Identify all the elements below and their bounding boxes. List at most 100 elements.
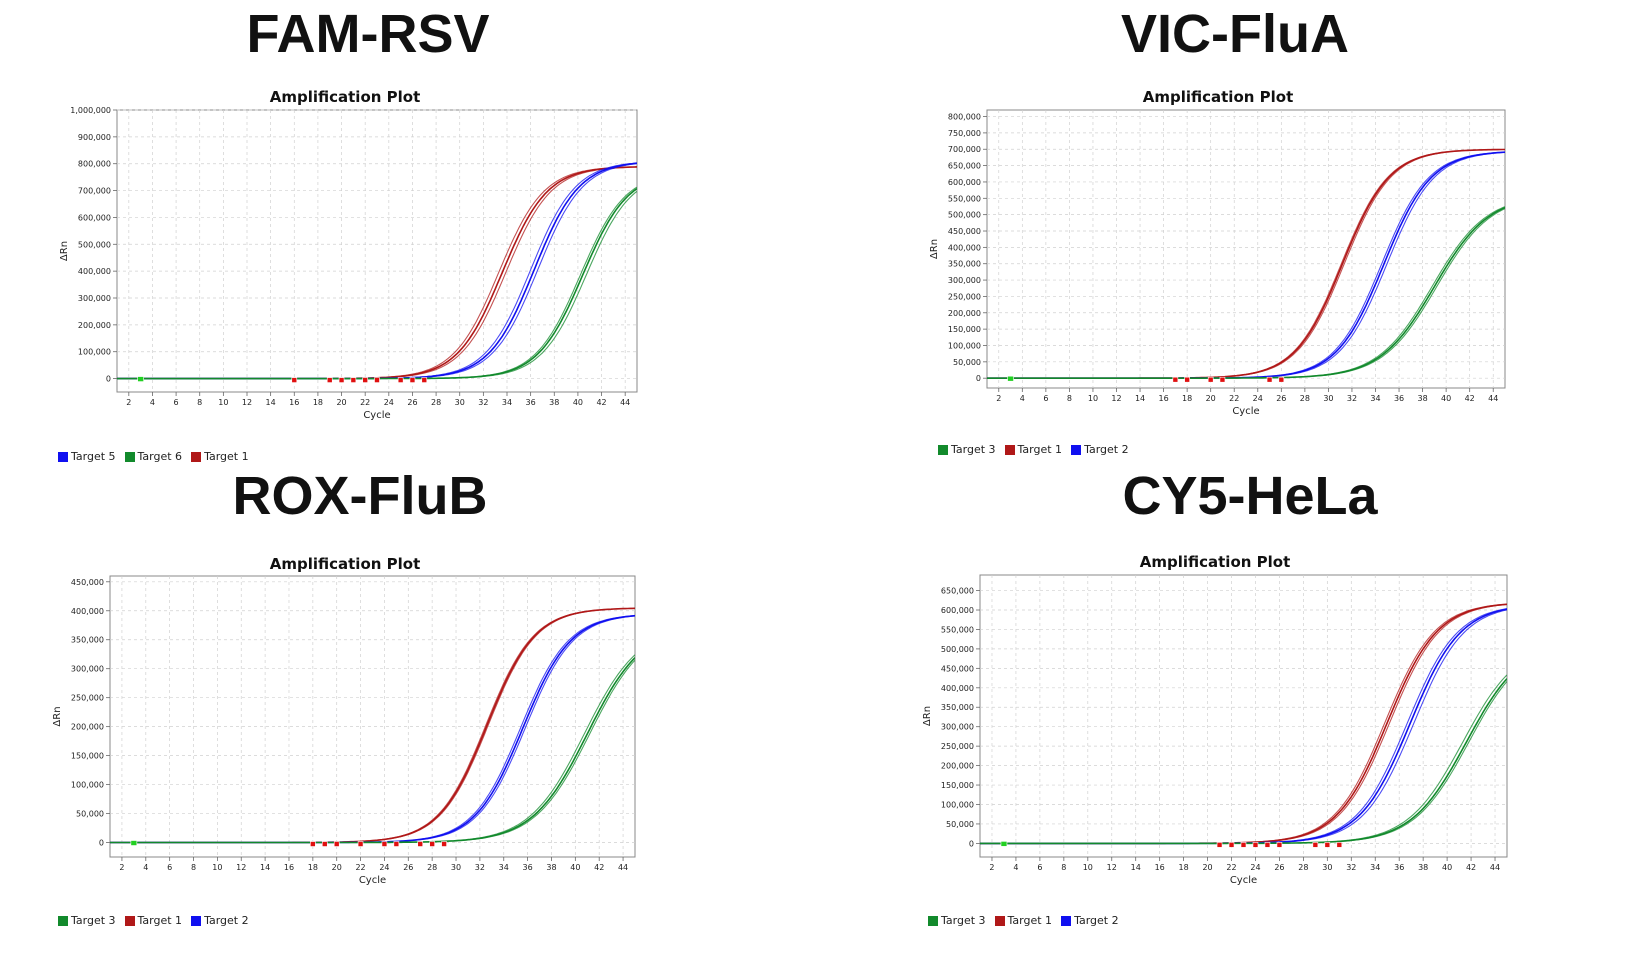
panel-title-fam-rsv: FAM-RSV [246, 4, 490, 64]
legend: Target 3 Target 1 Target 2 [928, 914, 1119, 927]
amplification-plot-fam-rsv: 2 4 6 8 10 12 14 16 18 20 22 24 26 28 30 32 34 36 38 40 42 44… [59, 106, 638, 421]
x-tick-label: 16 [1158, 394, 1168, 403]
x-tick-label: 42 [1466, 863, 1476, 872]
threshold-marker [350, 377, 357, 383]
plot-frame [116, 109, 638, 393]
x-tick-label: 44 [1488, 394, 1498, 403]
threshold-marker [1278, 376, 1285, 383]
threshold-marker [1336, 842, 1343, 848]
x-tick-label: 8 [197, 398, 202, 407]
x-tick-label: 22 [360, 398, 370, 407]
x-tick-label: 28 [1300, 394, 1310, 403]
y-axis-label: ΔRn [922, 706, 933, 726]
x-tick-label: 22 [1229, 394, 1239, 403]
y-tick-label: 100,000 [948, 341, 981, 350]
threshold-marker [1184, 376, 1190, 383]
x-tick-label: 36 [526, 398, 536, 407]
y-tick-label: 50,000 [946, 820, 974, 829]
y-tick-label: 400,000 [948, 243, 981, 252]
y-tick-label: 0 [969, 839, 974, 848]
threshold-marker [1252, 842, 1259, 848]
plot-frame [986, 109, 1506, 389]
x-tick-label: 26 [1274, 863, 1284, 872]
x-tick-label: 22 [1226, 863, 1236, 872]
y-tick-label: 350,000 [71, 636, 104, 645]
x-tick-label: 34 [1370, 394, 1380, 403]
x-tick-label: 40 [1442, 863, 1452, 872]
legend-swatch [938, 444, 948, 455]
y-tick-label: 350,000 [948, 260, 981, 269]
y-tick-label: 550,000 [941, 625, 974, 634]
x-axis-label: Cycle [1232, 406, 1259, 417]
x-tick-label: 16 [289, 398, 299, 407]
legend-label: Target 1 [137, 914, 183, 927]
y-tick-label: 150,000 [941, 781, 974, 790]
x-tick-label: 38 [1418, 863, 1428, 872]
threshold-marker [1228, 842, 1235, 848]
legend-swatch [1061, 915, 1072, 926]
x-tick-label: 44 [618, 863, 628, 872]
threshold-marker [357, 841, 364, 847]
legend-label: Target 2 [1084, 443, 1129, 456]
legend-swatch [124, 451, 135, 462]
x-tick-label: 14 [1135, 394, 1145, 403]
x-tick-label: 36 [523, 863, 533, 872]
x-tick-label: 32 [478, 398, 488, 407]
x-tick-label: 14 [260, 863, 270, 872]
legend-item: Target 1 [124, 914, 183, 927]
y-tick-label: 100,000 [78, 348, 111, 357]
legend-label: Target 1 [204, 450, 249, 463]
y-tick-label: 300,000 [948, 276, 981, 285]
x-axis-label: Cycle [363, 410, 390, 421]
x-tick-label: 22 [355, 863, 365, 872]
x-tick-label: 16 [284, 863, 294, 872]
x-tick-label: 24 [384, 398, 394, 407]
legend-label: Target 2 [204, 914, 249, 927]
panel-title-cy5-hela: CY5-HeLa [1122, 466, 1378, 526]
y-tick-label: 700,000 [948, 145, 981, 154]
x-tick-label: 10 [218, 398, 228, 407]
x-tick-label: 10 [1083, 863, 1093, 872]
legend-item: Target 5 [58, 450, 116, 463]
y-tick-label: 0 [976, 374, 981, 383]
legend-label: Target 5 [71, 450, 116, 463]
y-tick-label: 350,000 [941, 703, 974, 712]
y-tick-label: 800,000 [948, 113, 981, 122]
x-tick-label: 32 [1346, 863, 1356, 872]
threshold-marker [310, 841, 316, 847]
legend-label: Target 3 [71, 914, 116, 927]
legend: Target 3 Target 1 Target 2 [938, 443, 1129, 456]
x-tick-label: 8 [1061, 863, 1066, 872]
y-tick-label: 500,000 [941, 645, 974, 654]
x-tick-label: 32 [475, 863, 485, 872]
x-tick-label: 26 [403, 863, 413, 872]
x-tick-label: 28 [427, 863, 437, 872]
y-axis-label: ΔRn [929, 239, 940, 259]
legend-swatch [58, 451, 68, 462]
y-tick-label: 100,000 [71, 781, 104, 790]
x-tick-label: 30 [1322, 863, 1332, 872]
y-tick-label: 500,000 [948, 211, 981, 220]
x-tick-label: 12 [242, 398, 252, 407]
plot-title: Amplification Plot [1142, 88, 1294, 106]
y-tick-label: 200,000 [941, 762, 974, 771]
x-tick-label: 14 [1131, 863, 1141, 872]
series-line [110, 654, 635, 844]
y-tick-label: 150,000 [71, 752, 104, 761]
legend-item: Target 1 [191, 450, 249, 463]
x-tick-label: 40 [1441, 394, 1451, 403]
legend-item: Target 3 [928, 914, 986, 927]
legend-swatch [994, 915, 1005, 926]
y-tick-label: 500,000 [78, 240, 111, 249]
x-tick-label: 20 [336, 398, 346, 407]
y-tick-label: 750,000 [948, 129, 981, 138]
y-tick-label: 200,000 [78, 321, 111, 330]
x-tick-label: 2 [989, 863, 994, 872]
x-tick-label: 10 [1088, 394, 1098, 403]
amplification-plot-rox-flub: 2 4 6 8 10 12 14 16 18 20 22 24 26 28 30 32 34 36 38 40 42 44… [52, 575, 636, 886]
y-tick-label: 450,000 [941, 664, 974, 673]
legend-swatch [928, 915, 938, 926]
amplification-plot-cy5-hela: 2 4 6 8 10 12 14 16 18 20 22 24 26 28 30 32 34 36 38 40 42 44… [922, 574, 1508, 886]
x-tick-label: 38 [1417, 394, 1427, 403]
baseline-start-marker [130, 840, 138, 846]
